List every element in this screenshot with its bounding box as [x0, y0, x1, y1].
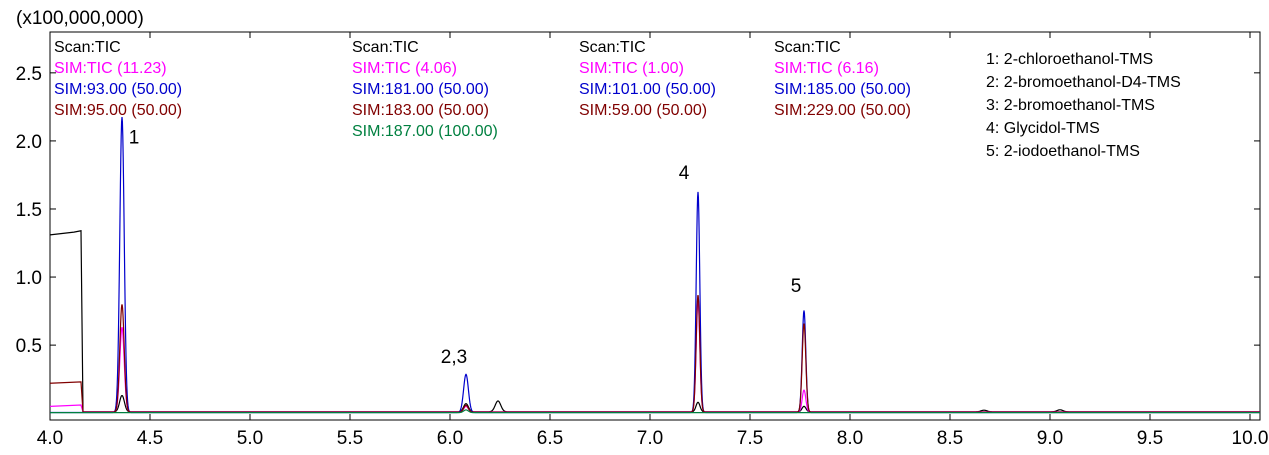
- x-tick-label: 8.5: [937, 428, 963, 449]
- plot-frame: [49, 31, 1261, 421]
- y-tick-label: 2.0: [16, 132, 42, 153]
- scan-legend-entry: Scan:TIC: [54, 39, 121, 56]
- peak-label: 1: [129, 128, 140, 149]
- peak-label: 2,3: [441, 347, 467, 368]
- x-tick-label: 8.0: [837, 428, 863, 449]
- trace-sim_green: [50, 409, 1260, 414]
- trace-group: [49, 117, 1260, 414]
- trace-scan_tic: [49, 230, 1260, 413]
- compound-legend-entry: 2: 2-bromoethanol-D4-TMS: [986, 74, 1181, 91]
- peak-label: 4: [679, 163, 690, 184]
- trace-sim_darkred: [49, 295, 1260, 413]
- scan-legend-entry: SIM:TIC (11.23): [54, 60, 167, 77]
- scan-legend-entry: SIM:187.00 (100.00): [352, 123, 498, 140]
- x-tick-label: 5.5: [337, 428, 363, 449]
- compound-legend-entry: 3: 2-bromoethanol-TMS: [986, 97, 1155, 114]
- x-tick-label: 6.5: [537, 428, 563, 449]
- y-tick-label: 2.5: [16, 64, 42, 85]
- y-tick-label: 1.0: [16, 268, 42, 289]
- compound-legend-entry: 4: Glycidol-TMS: [986, 120, 1100, 137]
- trace-sim_blue: [50, 117, 1260, 414]
- scan-legend-entry: Scan:TIC: [579, 39, 646, 56]
- scan-legend-entry: SIM:TIC (6.16): [774, 60, 879, 77]
- annotation-group: Scan:TIC SIM:TIC (11.23) SIM:93.00 (50.00)…: [54, 39, 1181, 368]
- x-tick-label: 4.5: [137, 428, 163, 449]
- compound-legend-entry: 1: 2-chloroethanol-TMS: [986, 51, 1153, 68]
- scan-legend-entry: SIM:229.00 (50.00): [774, 102, 911, 119]
- x-tick-label: 7.0: [637, 428, 663, 449]
- scan-legend-entry: SIM:101.00 (50.00): [579, 81, 716, 98]
- trace-sim_tic: [49, 300, 1260, 413]
- scan-legend-entry: Scan:TIC: [352, 39, 419, 56]
- x-tick-label: 9.5: [1137, 428, 1163, 449]
- scan-legend-entry: SIM:181.00 (50.00): [352, 81, 489, 98]
- x-tick-label: 7.5: [737, 428, 763, 449]
- compound-legend-entry: 5: 2-iodoethanol-TMS: [986, 143, 1140, 160]
- scan-legend-entry: SIM:185.00 (50.00): [774, 81, 911, 98]
- y-tick-label: 0.5: [16, 336, 42, 357]
- scan-legend-entry: SIM:183.00 (50.00): [352, 102, 489, 119]
- scan-legend-entry: Scan:TIC: [774, 39, 841, 56]
- x-tick-label: 10.0: [1232, 428, 1269, 449]
- scan-legend-entry: SIM:TIC (1.00): [579, 60, 684, 77]
- peak-label: 5: [791, 276, 802, 297]
- x-tick-label: 6.0: [437, 428, 463, 449]
- x-tick-label: 5.0: [237, 428, 263, 449]
- x-tick-label: 9.0: [1037, 428, 1063, 449]
- y-tick-label: 1.5: [16, 200, 42, 221]
- x-tick-label: 4.0: [37, 428, 63, 449]
- scan-legend-entry: SIM:59.00 (50.00): [579, 102, 707, 119]
- axes: 4.0 4.5 5.0 5.5 6.0 6.5 7.0 7.5 8.0 8.5 9.0 9.5 10.0…: [16, 32, 1269, 449]
- y-axis-multiplier-label: (x100,000,000): [16, 8, 144, 29]
- scan-legend-entry: SIM:95.00 (50.00): [54, 102, 182, 119]
- scan-legend-entry: SIM:TIC (4.06): [352, 60, 457, 77]
- scan-legend-entry: SIM:93.00 (50.00): [54, 81, 182, 98]
